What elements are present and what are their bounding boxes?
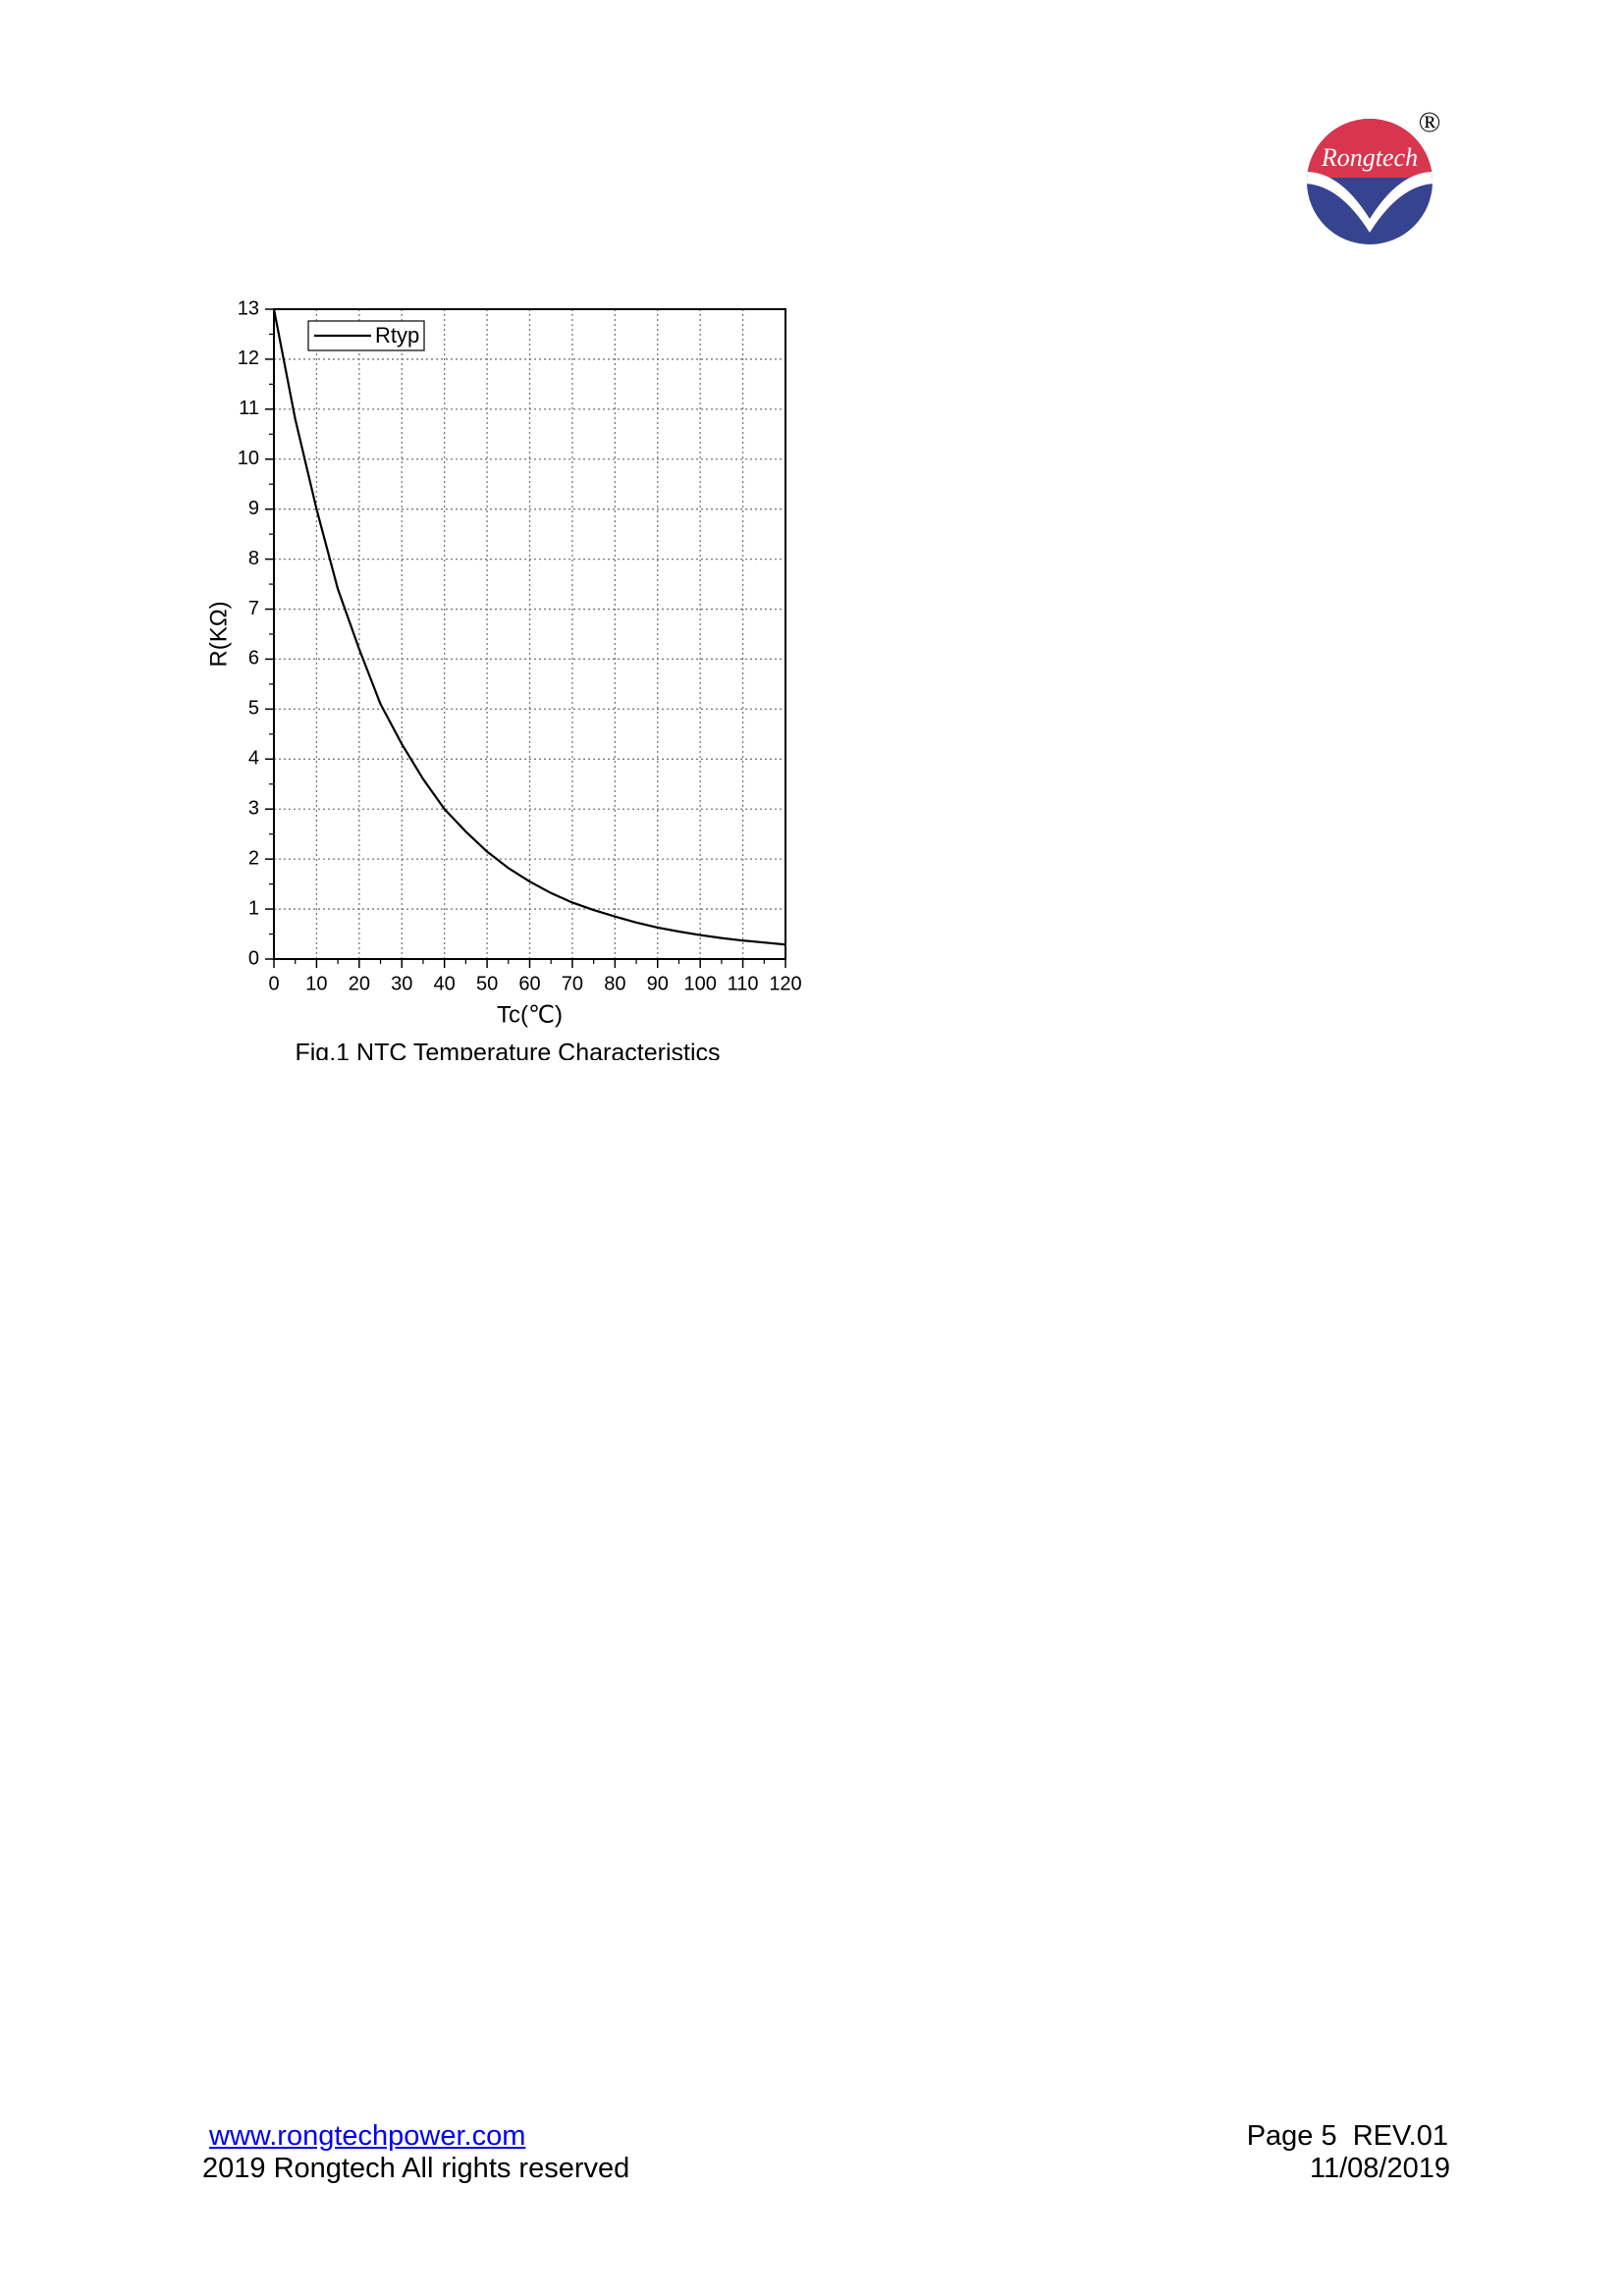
logo: Rongtech ®	[1307, 106, 1441, 244]
logo-text: Rongtech	[1321, 143, 1418, 172]
x-tick-label: 80	[604, 973, 625, 994]
x-tick-label: 50	[476, 973, 498, 994]
x-tick-label: 100	[683, 973, 716, 994]
date: 11/08/2019	[1310, 2153, 1450, 2184]
x-tick-label: 60	[518, 973, 540, 994]
chart-caption: Fig.1 NTC Temperature Characteristics	[295, 1040, 720, 1060]
y-tick-label: 9	[248, 498, 259, 519]
x-axis-label: Tc(℃)	[497, 1001, 563, 1028]
x-tick-label: 70	[562, 973, 583, 994]
y-tick-label: 1	[248, 897, 259, 919]
plot-frame	[273, 308, 786, 960]
y-tick-label: 3	[248, 798, 259, 820]
y-tick-label: 7	[248, 598, 259, 619]
copyright: 2019 Rongtech All rights reserved	[202, 2153, 630, 2184]
y-tick-label: 2	[248, 847, 259, 869]
y-tick-label: 12	[238, 347, 259, 369]
x-tick-label: 30	[391, 973, 412, 994]
x-tick-label: 110	[728, 973, 759, 994]
website-link[interactable]: www.rongtechpower.com	[209, 2120, 526, 2152]
y-tick-label: 6	[248, 648, 259, 669]
y-tick-label: 10	[238, 448, 259, 469]
series-line	[272, 308, 786, 946]
x-tick-label: 20	[349, 973, 370, 994]
y-tick-label: 13	[238, 297, 259, 319]
page-number: Page 5 REV.01	[1246, 2120, 1448, 2152]
y-tick-label: 8	[248, 548, 259, 569]
chart: Fig.1 NTC Temperature Characteristics 0 1…	[205, 297, 801, 1060]
y-tick-label: 4	[248, 748, 259, 770]
x-tick-label: 10	[305, 973, 327, 994]
y-tick-label: 11	[239, 398, 259, 419]
x-tick-label: 90	[647, 973, 669, 994]
y-tick-label: 5	[248, 698, 259, 720]
y-axis-label: R(KΩ)	[205, 601, 232, 667]
legend-label: Rtyp	[375, 323, 419, 347]
x-tick-label: 40	[434, 973, 456, 994]
logo-mark: ®	[1419, 106, 1441, 138]
x-tick-label: 0	[268, 973, 279, 994]
y-tick-label: 0	[248, 947, 259, 969]
logo-emblem	[1307, 119, 1433, 244]
x-tick-label: 120	[769, 973, 801, 994]
